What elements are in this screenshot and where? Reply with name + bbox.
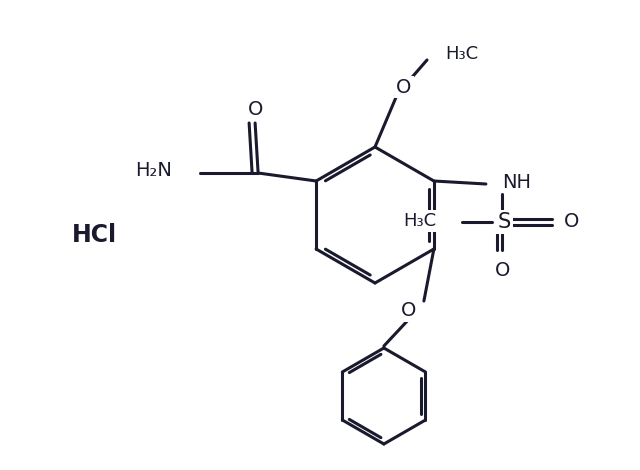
Text: O: O	[401, 301, 416, 321]
Text: O: O	[564, 212, 579, 230]
Text: H₃C: H₃C	[403, 212, 436, 230]
Text: H₂N: H₂N	[135, 160, 172, 180]
Text: NH: NH	[502, 172, 531, 191]
Text: H₃C: H₃C	[445, 45, 478, 63]
Text: O: O	[396, 78, 412, 96]
Text: HCl: HCl	[72, 223, 117, 247]
Text: O: O	[248, 100, 263, 118]
Text: O: O	[495, 260, 511, 280]
Text: S: S	[497, 212, 511, 232]
